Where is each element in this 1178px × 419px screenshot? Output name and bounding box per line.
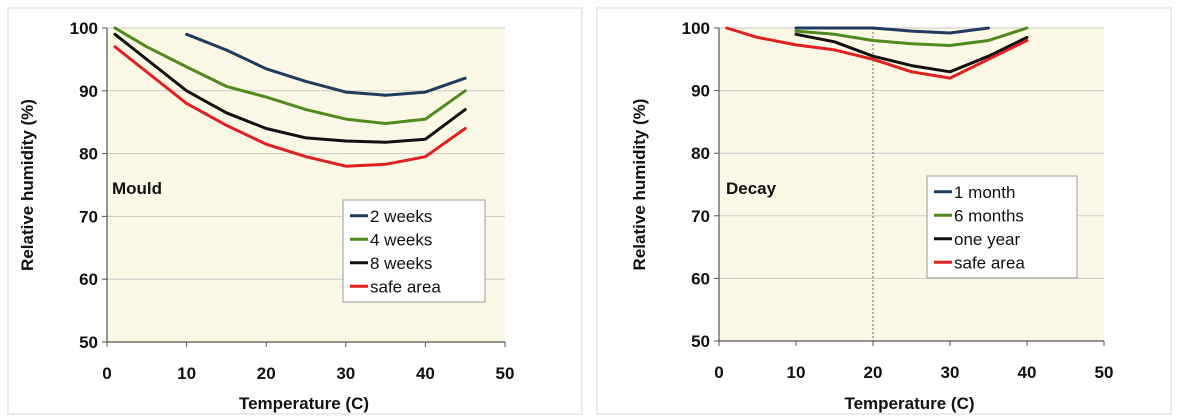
- x-tick-label: 20: [864, 363, 883, 382]
- y-tick-label: 90: [691, 82, 710, 101]
- x-axis-title: Temperature (C): [844, 394, 974, 413]
- series-line: [794, 26, 1029, 47]
- legend-label: 1 month: [954, 183, 1015, 202]
- y-tick-label: 60: [691, 269, 710, 288]
- legend-label: 8 weeks: [370, 254, 432, 273]
- series-line: [794, 32, 1029, 74]
- x-axis-title: Temperature (C): [239, 394, 369, 413]
- legend-label: 2 weeks: [370, 207, 432, 226]
- y-tick-label: 50: [691, 332, 710, 351]
- mould-chart: 50 60 70 80 90 100 0 10 20 30 40 50 Temperature (C) R…: [7, 7, 583, 415]
- decay-chart: 50 60 70 80 90 100 0 10 20 30 40 50 Temperature (C) R…: [596, 7, 1172, 415]
- y-tick-label: 50: [79, 333, 98, 352]
- x-tick-label: 40: [1018, 363, 1037, 382]
- y-tick-label: 70: [691, 207, 710, 226]
- y-tick-label: 70: [79, 207, 98, 226]
- x-tick-label: 50: [496, 364, 515, 383]
- legend-label: safe area: [370, 277, 441, 296]
- x-tick-label: 10: [177, 364, 196, 383]
- chart-annotation: Decay: [726, 179, 777, 198]
- y-tick-label: 100: [70, 19, 98, 38]
- x-tick-label: 30: [336, 364, 355, 383]
- x-tick-label: 30: [941, 363, 960, 382]
- series-line: [725, 26, 1029, 80]
- y-tick-label: 100: [682, 19, 710, 38]
- series-line: [113, 26, 467, 125]
- mould-chart-panel: 50 60 70 80 90 100 0 10 20 30 40 50 Temperature (C) R…: [7, 7, 583, 415]
- decay-chart-panel: 50 60 70 80 90 100 0 10 20 30 40 50 Temperature (C) R…: [589, 0, 1178, 419]
- series-line: [185, 32, 467, 97]
- y-tick-label: 60: [79, 270, 98, 289]
- legend-label: one year: [954, 230, 1020, 249]
- x-tick-label: 10: [787, 363, 806, 382]
- series-line: [113, 45, 467, 168]
- legend-label: 6 months: [954, 206, 1024, 225]
- legend-label: safe area: [954, 253, 1025, 272]
- y-tick-label: 90: [79, 82, 98, 101]
- legend-label: 4 weeks: [370, 230, 432, 249]
- x-tick-label: 0: [102, 364, 111, 383]
- x-tick-label: 0: [714, 363, 723, 382]
- chart-annotation: Mould: [112, 179, 162, 198]
- y-tick-label: 80: [691, 144, 710, 163]
- series-line: [113, 32, 467, 144]
- x-tick-label: 50: [1095, 363, 1114, 382]
- y-axis-title: Relative humidity (%): [18, 99, 37, 271]
- y-axis-title: Relative humidity (%): [630, 99, 649, 271]
- y-tick-label: 80: [79, 145, 98, 164]
- series-line: [794, 26, 990, 35]
- x-tick-label: 20: [257, 364, 276, 383]
- x-tick-label: 40: [416, 364, 435, 383]
